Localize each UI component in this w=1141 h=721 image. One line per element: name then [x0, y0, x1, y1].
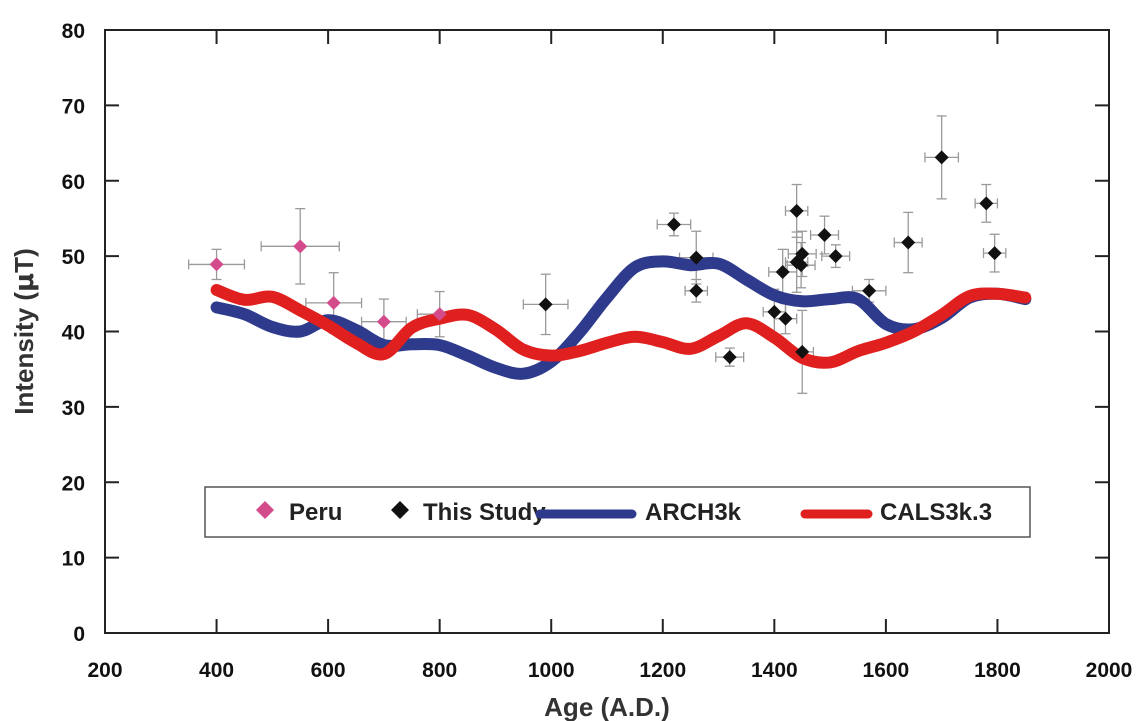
study-point-3: [689, 283, 704, 298]
legend-label-cals3k: CALS3k.3: [880, 499, 992, 526]
x-tick-label: 1800: [974, 659, 1021, 682]
y-tick-label: 40: [62, 322, 85, 345]
legend-label-arch3k: ARCH3k: [645, 499, 742, 526]
study-point-2: [689, 250, 704, 265]
x-tick-label: 1000: [528, 659, 575, 682]
y-tick-label: 20: [62, 472, 85, 495]
legend-item-study: This Study: [391, 499, 546, 526]
study-point-14: [828, 249, 843, 264]
study-point-19: [987, 246, 1002, 261]
y-tick-label: 30: [62, 397, 85, 420]
x-tick-label: 1600: [863, 659, 910, 682]
y-axis-title-prefix: Intensity (: [9, 292, 39, 415]
x-tick-label: 600: [311, 659, 346, 682]
study-point-4: [722, 350, 737, 365]
arch3k-line: [210, 255, 1032, 380]
study-point-0: [538, 297, 553, 312]
x-axis-title: Age (A.D.): [544, 692, 670, 721]
peru-point-0: [209, 257, 224, 272]
study-point-8: [789, 203, 804, 218]
y-tick-labels: 0 10 20 30 40 50 60 70 80: [62, 20, 85, 646]
plot-frame: [104, 29, 1110, 634]
study-point-11: [795, 246, 810, 261]
x-tick-label: 1200: [639, 659, 686, 682]
study-point-5: [767, 304, 782, 319]
data-layer: [188, 115, 1032, 394]
legend-label-study: This Study: [423, 499, 546, 526]
study-point-13: [817, 228, 832, 243]
x-tick-label: 2000: [1086, 659, 1133, 682]
cals3k-line: [210, 284, 1032, 369]
study-point-15: [862, 283, 877, 298]
peru-point-2: [326, 295, 341, 310]
y-axis-title-suffix: T): [9, 248, 39, 273]
y-tick-label: 10: [62, 548, 85, 571]
study-point-1: [666, 217, 681, 232]
x-tick-label: 200: [87, 659, 122, 682]
study-point-7: [778, 311, 793, 326]
y-tick-label: 60: [62, 171, 85, 194]
plot-border: [104, 29, 1110, 634]
peru-point-3: [376, 314, 391, 329]
peru-point-1: [293, 239, 308, 254]
y-tick-label: 50: [62, 246, 85, 269]
legend-item-arch3k: ARCH3k: [535, 499, 742, 526]
x-tick-label: 400: [199, 659, 234, 682]
study-point-16: [901, 235, 916, 250]
y-tick-label: 0: [73, 623, 85, 646]
x-tick-label: 800: [422, 659, 457, 682]
study-errorbar-19: [982, 233, 1007, 273]
legend-item-cals3k: CALS3k.3: [800, 499, 992, 526]
x-tick-labels: 200 400 600 800 1000 1200 1400 1600 1800 2000: [87, 659, 1132, 682]
peru-point-4: [432, 307, 447, 322]
study-errorbar-3: [684, 278, 709, 303]
x-tick-label: 1400: [751, 659, 798, 682]
study-point-10: [794, 258, 809, 273]
legend-marker-peru: [256, 501, 274, 519]
legend: Peru This Study ARCH3k CALS3k.3: [204, 486, 1031, 538]
study-point-12: [795, 344, 810, 359]
study-point-18: [979, 196, 994, 211]
y-axis-title: Intensity (μT): [9, 248, 40, 414]
legend-item-peru: Peru: [256, 499, 342, 526]
legend-label-peru: Peru: [289, 499, 342, 526]
y-axis-title-mu: μ: [10, 273, 40, 292]
legend-marker-study: [391, 501, 409, 519]
y-tick-label: 70: [62, 95, 85, 118]
y-tick-label: 80: [62, 20, 85, 43]
study-point-6: [775, 264, 790, 279]
study-point-17: [934, 150, 949, 165]
axis-ticks: [104, 29, 1110, 634]
